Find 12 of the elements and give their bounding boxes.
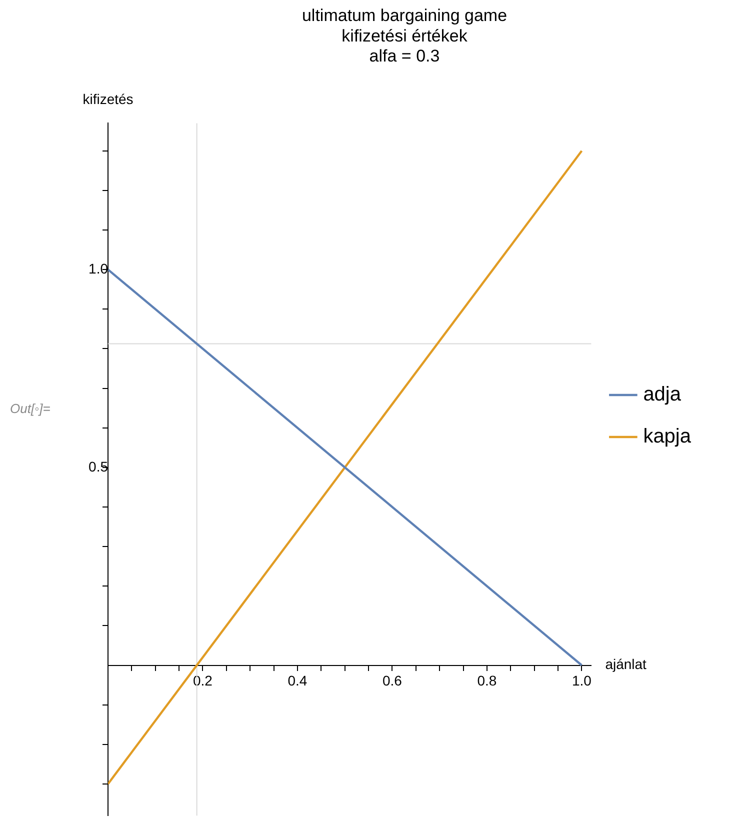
legend-label: adja — [643, 384, 682, 406]
chart-title: ultimatum bargaining game kifizetési értékek alfa = 0.3 — [302, 6, 508, 66]
legend-label: kapja — [643, 426, 692, 448]
text: Out[◦]= — [10, 401, 51, 416]
x-tick-label: 0.6 — [382, 672, 402, 689]
x-axis-title: ajánlat — [605, 656, 647, 672]
x-tick-label: 0.4 — [288, 672, 308, 689]
x-tick-label: 0.2 — [193, 672, 213, 689]
x-tick-label: 0.8 — [477, 672, 497, 689]
y-axis-title: kifizetés — [82, 91, 134, 108]
y-tick-label: 0.5 — [88, 458, 108, 474]
x-tick-label: 1.0 — [572, 672, 592, 689]
